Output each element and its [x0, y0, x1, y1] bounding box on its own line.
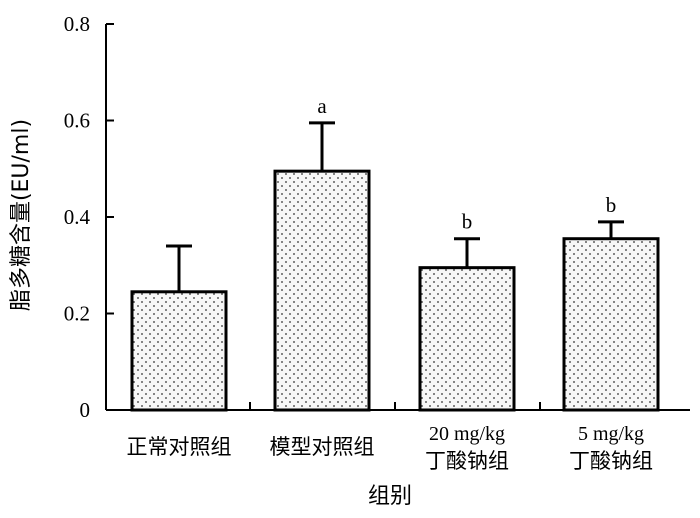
category-label: 20 mg/kg — [429, 423, 505, 445]
y-tick-label: 0 — [80, 398, 91, 422]
y-tick-label: 0.6 — [64, 109, 90, 133]
category-label: 模型对照组 — [270, 435, 375, 459]
significance-label: b — [606, 193, 617, 217]
y-tick-label: 0.4 — [64, 205, 91, 229]
x-axis-title: 组别 — [368, 484, 412, 509]
category-label: 5 mg/kg — [578, 423, 644, 445]
bar — [130, 290, 228, 412]
category-label: 正常对照组 — [127, 435, 232, 459]
significance-label: b — [462, 210, 473, 234]
bar — [418, 266, 516, 412]
bar — [562, 237, 660, 412]
y-tick-label: 0.2 — [64, 302, 90, 326]
category-label: 丁酸钠组 — [569, 449, 653, 473]
bar — [273, 169, 371, 412]
y-axis-title: 脂多糖含量(EU/ml) — [9, 119, 34, 311]
category-label: 丁酸钠组 — [425, 449, 509, 473]
y-tick-label: 0.8 — [64, 12, 90, 36]
significance-label: a — [317, 94, 327, 118]
